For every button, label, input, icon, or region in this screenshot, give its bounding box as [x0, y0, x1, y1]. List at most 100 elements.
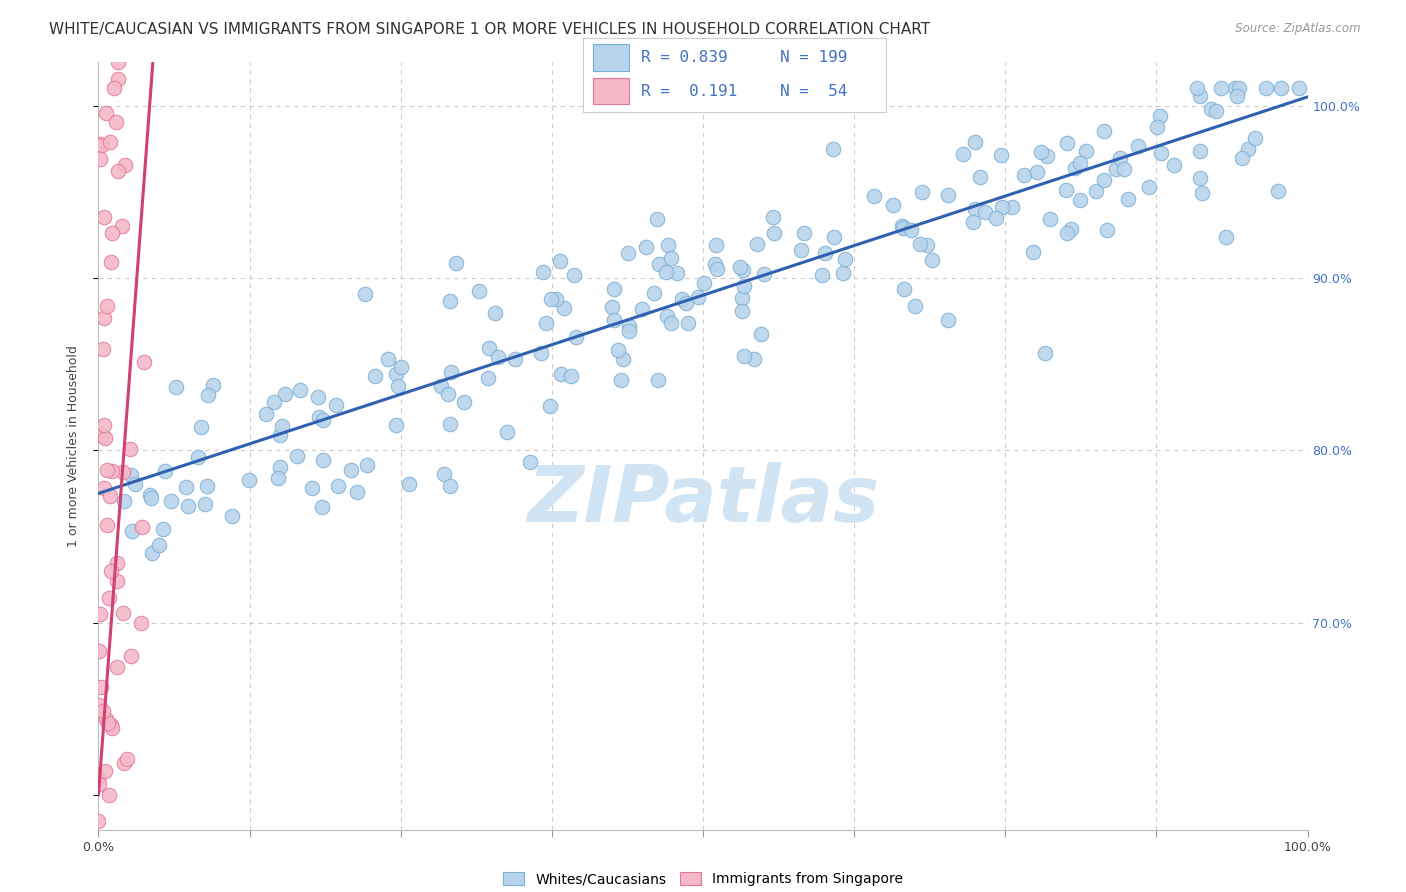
Point: [339, 463, 361, 477]
Point: [152, 522, 174, 536]
Point: [728, 260, 751, 274]
Point: [105, 115, 128, 129]
Point: [814, 246, 837, 260]
Point: [603, 313, 626, 327]
Point: [307, 391, 329, 405]
Point: [634, 240, 657, 254]
Point: [538, 399, 561, 413]
Point: [98, 788, 121, 802]
Point: [612, 351, 634, 366]
Point: [1056, 136, 1078, 150]
Point: [429, 378, 451, 392]
Point: [952, 147, 974, 161]
Point: [433, 467, 456, 481]
Point: [139, 487, 162, 501]
Point: [100, 565, 122, 579]
Point: [389, 360, 412, 375]
Point: [790, 243, 813, 257]
Point: [377, 352, 399, 367]
Point: [749, 327, 772, 342]
Point: [603, 282, 626, 296]
Point: [911, 186, 934, 200]
Point: [1188, 144, 1211, 158]
Point: [655, 265, 678, 279]
Point: [101, 226, 124, 240]
Point: [908, 236, 931, 251]
Point: [98, 489, 121, 503]
Point: [1215, 229, 1237, 244]
Point: [263, 394, 285, 409]
Point: [94, 106, 117, 120]
Point: [704, 257, 727, 271]
Point: [534, 316, 557, 330]
Point: [962, 215, 984, 229]
Point: [271, 418, 294, 433]
Point: [87, 771, 110, 785]
Point: [1288, 81, 1310, 95]
Point: [1237, 142, 1260, 156]
Point: [91, 704, 114, 718]
Point: [565, 330, 588, 344]
FancyBboxPatch shape: [592, 78, 628, 104]
Text: R = 0.839: R = 0.839: [641, 50, 727, 65]
Point: [733, 278, 755, 293]
Point: [187, 450, 209, 464]
Point: [177, 500, 200, 514]
Point: [100, 722, 122, 736]
Point: [1033, 346, 1056, 360]
Point: [733, 349, 755, 363]
Y-axis label: 1 or more Vehicles in Household: 1 or more Vehicles in Household: [67, 345, 80, 547]
Point: [93, 481, 115, 495]
Point: [643, 285, 665, 300]
Point: [308, 409, 330, 424]
Point: [607, 343, 630, 358]
Point: [89, 644, 111, 658]
Point: [105, 557, 128, 571]
Point: [93, 417, 115, 432]
Text: Source: ZipAtlas.com: Source: ZipAtlas.com: [1236, 22, 1361, 36]
Point: [550, 367, 572, 381]
Point: [354, 287, 377, 301]
Point: [1095, 223, 1118, 237]
Point: [675, 296, 697, 310]
Point: [117, 752, 139, 766]
Point: [560, 368, 582, 383]
Point: [647, 373, 669, 387]
Point: [274, 386, 297, 401]
Point: [124, 477, 146, 491]
Point: [325, 398, 347, 412]
Point: [917, 238, 939, 252]
Text: WHITE/CAUCASIAN VS IMMIGRANTS FROM SINGAPORE 1 OR MORE VEHICLES IN HOUSEHOLD COR: WHITE/CAUCASIAN VS IMMIGRANTS FROM SINGA…: [49, 22, 931, 37]
Point: [1084, 184, 1107, 198]
Point: [288, 383, 311, 397]
Point: [1149, 110, 1171, 124]
Point: [90, 680, 112, 694]
Point: [1267, 184, 1289, 198]
Point: [398, 476, 420, 491]
Point: [823, 142, 845, 156]
Point: [706, 238, 728, 252]
Text: N =  54: N = 54: [780, 84, 848, 98]
Text: ZIPatlas: ZIPatlas: [527, 462, 879, 538]
Point: [486, 350, 509, 364]
Point: [1209, 81, 1232, 95]
Point: [761, 211, 783, 225]
Point: [238, 473, 260, 487]
Point: [87, 698, 110, 712]
Point: [1092, 124, 1115, 138]
Point: [1205, 103, 1227, 118]
Point: [89, 137, 111, 152]
Point: [550, 254, 572, 268]
Point: [811, 268, 834, 282]
Point: [1108, 151, 1130, 165]
Point: [89, 152, 111, 166]
Point: [194, 497, 217, 511]
Point: [678, 316, 700, 330]
Point: [900, 223, 922, 237]
Point: [1254, 81, 1277, 95]
Point: [1064, 161, 1087, 176]
Point: [96, 463, 118, 477]
Point: [197, 388, 219, 402]
Point: [100, 718, 122, 732]
Point: [1232, 151, 1254, 165]
